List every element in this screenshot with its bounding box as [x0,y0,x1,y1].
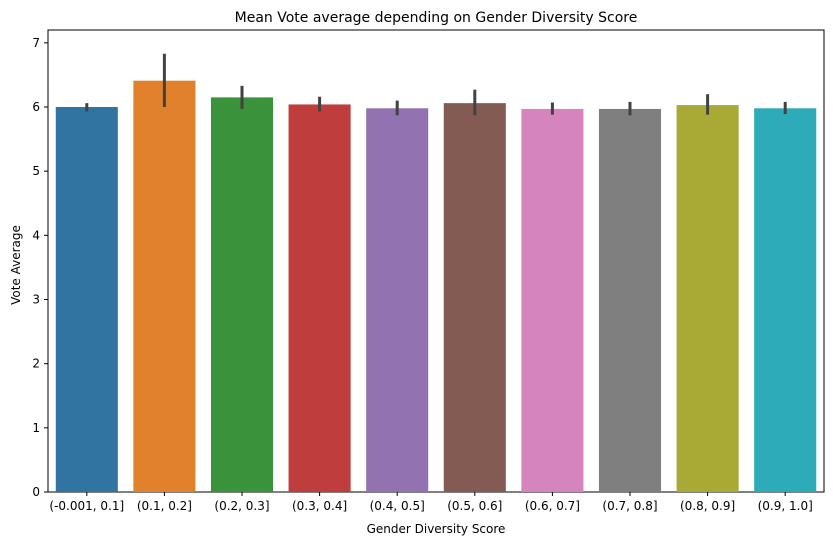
y-tick-label: 7 [32,36,40,50]
bar [133,80,196,493]
y-tick-label: 2 [32,357,40,371]
y-tick-label: 4 [32,228,40,242]
x-tick-label: (0.1, 0.2] [137,499,192,513]
y-tick-label: 6 [32,100,40,114]
bar [210,97,274,492]
plot-area [47,29,825,493]
x-tick-label: (0.7, 0.8] [602,499,657,513]
plot-frame [47,29,825,493]
bar [598,108,662,493]
x-axis-label: Gender Diversity Score [367,522,506,536]
y-axis: 0 1 2 3 4 5 6 7 [32,36,48,499]
x-tick-label: (0.6, 0.7] [525,499,580,513]
y-tick-label: 3 [32,293,40,307]
x-tick-label: (0.2, 0.3] [214,499,269,513]
bar [754,108,817,493]
y-tick-label: 5 [32,164,40,178]
x-tick-label: (0.8, 0.9] [680,499,735,513]
bar [288,104,351,492]
x-tick-label: (0.4, 0.5] [370,499,425,513]
error-bars [85,53,787,116]
y-axis-label: Vote Average [9,225,23,305]
bar [676,105,739,492]
y-tick-label: 1 [32,421,40,435]
bars [55,80,817,493]
x-tick-label: (0.5, 0.6] [447,499,502,513]
bar [443,103,506,493]
bar [55,107,118,492]
x-tick-label: (0.3, 0.4] [292,499,347,513]
bar [521,108,584,493]
bar [366,108,429,493]
x-axis: (-0.001, 0.1] (0.1, 0.2] (0.2, 0.3] (0.3, 0… [49,492,813,513]
y-tick-label: 0 [32,485,40,499]
x-tick-label: (0.9, 1.0] [758,499,813,513]
x-tick-label: (-0.001, 0.1] [49,499,124,513]
chart-title: Mean Vote average depending on Gender Di… [235,10,638,26]
